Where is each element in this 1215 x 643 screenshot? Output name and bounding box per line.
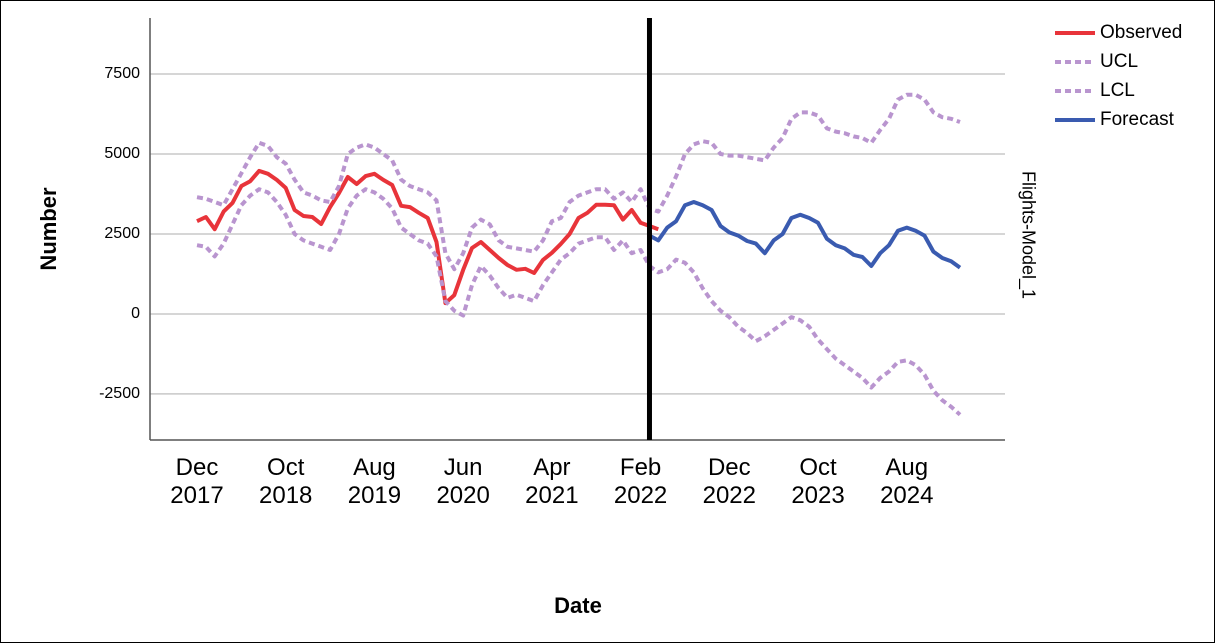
y-tick-label: -2500	[99, 385, 140, 402]
x-tick-label: Oct 2018	[259, 454, 313, 509]
series-line	[196, 92, 961, 272]
legend-label: LCL	[1100, 80, 1135, 101]
x-tick-label: Aug 2019	[347, 454, 402, 509]
legend-label: Forecast	[1100, 109, 1175, 130]
y-tick-label: 2500	[104, 225, 140, 242]
x-tick-label: Jun 2020	[436, 454, 490, 509]
x-tick-label: Aug 2024	[880, 454, 934, 509]
y-tick-label: 5000	[104, 145, 140, 162]
x-axis-title: Date	[554, 593, 602, 618]
y-tick-label: 0	[131, 305, 140, 322]
x-tick-label: Oct 2023	[791, 454, 845, 509]
series-line	[648, 200, 962, 270]
x-tick-label: Feb 2022	[613, 454, 668, 509]
series-line	[196, 187, 962, 417]
x-tick-label: Dec 2022	[702, 454, 756, 509]
x-tick-label: Dec 2017	[170, 454, 224, 509]
y-tick-label: 7500	[104, 65, 140, 82]
legend-label: UCL	[1100, 51, 1138, 72]
x-tick-label: Apr 2021	[525, 454, 579, 509]
side-label: Flights-Model_1	[1017, 171, 1038, 299]
series-line	[196, 168, 659, 306]
y-axis-title: Number	[36, 187, 61, 271]
legend-label: Observed	[1100, 22, 1182, 43]
